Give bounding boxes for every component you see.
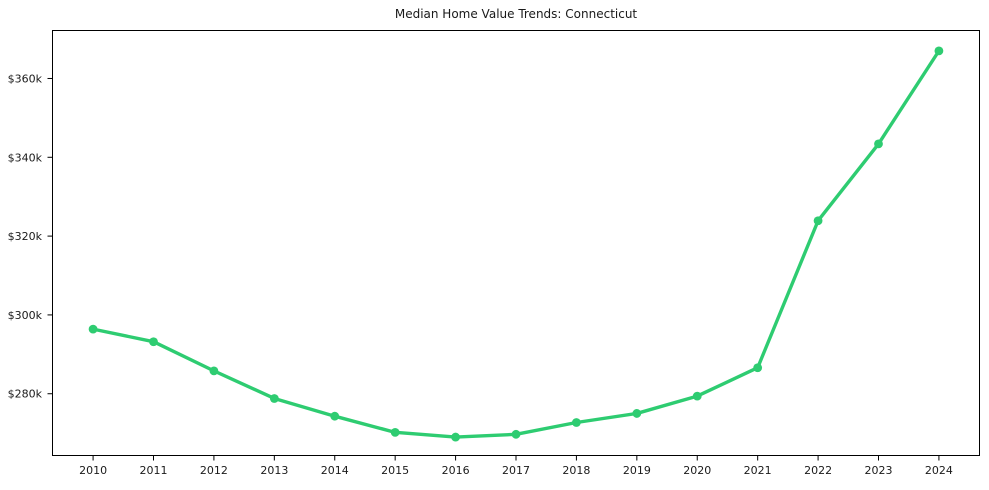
trend-line bbox=[91, 49, 941, 439]
data-point-2020 bbox=[692, 391, 702, 401]
x-tick-label: 2018 bbox=[562, 464, 590, 477]
x-tick-label: 2021 bbox=[744, 464, 772, 477]
data-point-2022 bbox=[813, 216, 823, 226]
x-tick-label: 2017 bbox=[502, 464, 530, 477]
data-point-2024 bbox=[934, 46, 944, 56]
x-tick-label: 2012 bbox=[200, 464, 228, 477]
data-point-2017 bbox=[511, 429, 521, 439]
x-tick-label: 2019 bbox=[623, 464, 651, 477]
x-tick-label: 2013 bbox=[260, 464, 288, 477]
x-tick-label: 2023 bbox=[865, 464, 893, 477]
y-tick-label: $340k bbox=[8, 151, 43, 164]
x-tick-label: 2024 bbox=[925, 464, 953, 477]
x-tick-label: 2016 bbox=[442, 464, 470, 477]
chart-title: Median Home Value Trends: Connecticut bbox=[394, 7, 638, 21]
x-tick-label: 2020 bbox=[683, 464, 711, 477]
data-point-2011 bbox=[149, 337, 158, 347]
data-point-2012 bbox=[209, 366, 219, 376]
data-point-2023 bbox=[874, 139, 883, 149]
x-tick-label: 2015 bbox=[381, 464, 409, 477]
plot-border bbox=[52, 30, 980, 456]
x-tick-label: 2022 bbox=[804, 464, 832, 477]
data-point-2018 bbox=[572, 418, 581, 427]
data-point-2019 bbox=[632, 409, 642, 418]
data-point-2013 bbox=[269, 394, 279, 403]
y-tick-label: $320k bbox=[8, 230, 43, 243]
data-point-2021 bbox=[753, 363, 763, 373]
data-point-2010 bbox=[88, 324, 98, 334]
y-tick-label: $300k bbox=[8, 309, 43, 322]
y-tick-label: $280k bbox=[8, 388, 43, 401]
y-tick-label: $360k bbox=[8, 72, 43, 85]
data-point-2015 bbox=[390, 427, 400, 437]
x-tick-label: 2010 bbox=[79, 464, 107, 477]
data-point-2016 bbox=[451, 432, 460, 442]
data-point-2014 bbox=[330, 411, 340, 421]
x-tick-label: 2011 bbox=[140, 464, 168, 477]
x-tick-label: 2014 bbox=[321, 464, 349, 477]
